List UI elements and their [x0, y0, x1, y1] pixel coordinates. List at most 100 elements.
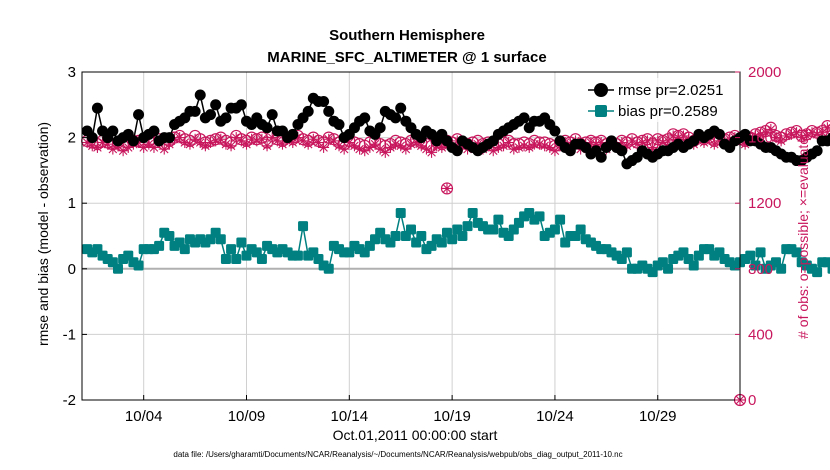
- y-axis-right-label: # of obs: o=possible; ×=evaluated: [795, 129, 811, 339]
- marks: [81, 89, 830, 407]
- data-point: [215, 234, 226, 245]
- data-point: [236, 237, 247, 248]
- data-point: [791, 247, 802, 258]
- data-point: [616, 145, 628, 157]
- data-point: [785, 128, 797, 140]
- data-point: [745, 250, 756, 261]
- data-point: [776, 263, 787, 274]
- x-tick-label: 10/19: [433, 408, 471, 425]
- y-right-tick-label: 1600: [748, 130, 781, 147]
- x-tick-label: 10/24: [536, 408, 574, 425]
- data-point: [549, 125, 561, 137]
- data-point: [251, 135, 263, 147]
- data-point: [812, 267, 823, 278]
- data-point: [359, 112, 371, 124]
- data-point: [323, 105, 335, 117]
- data-point: [163, 132, 175, 144]
- data-point: [549, 224, 560, 235]
- y-tick-label: 0: [68, 261, 76, 278]
- data-file-footnote: data file: /Users/gharamti/Documents/NCA…: [173, 450, 622, 459]
- data-point: [467, 208, 478, 219]
- y-tick-label: 1: [68, 195, 76, 212]
- data-point: [811, 145, 823, 157]
- data-point: [518, 112, 530, 124]
- x-tick-label: 10/14: [331, 408, 369, 425]
- data-point: [225, 140, 237, 152]
- chart-title: Southern Hemisphere: [329, 27, 485, 44]
- data-point: [287, 128, 299, 140]
- legend-rmse-label: rmse pr=2.0251: [618, 82, 723, 99]
- ticks: 10/04 10/09 10/14 10/19 10/24 10/29 -2 -1 0 1 2 3 0 4…: [63, 64, 782, 425]
- data-point: [447, 234, 458, 245]
- data-point: [138, 141, 150, 153]
- data-point: [780, 130, 792, 142]
- legend: rmse pr=2.0251 bias pr=0.2589: [584, 78, 734, 122]
- data-point: [220, 112, 232, 124]
- series-filled-circle: [81, 89, 830, 170]
- y-tick-label: 2: [68, 130, 76, 147]
- data-point: [231, 253, 242, 264]
- data-point: [164, 231, 175, 241]
- data-point: [667, 130, 679, 142]
- data-point: [688, 260, 699, 271]
- data-point: [549, 145, 561, 157]
- y-right-tick-label: 2000: [748, 64, 781, 81]
- data-point: [555, 214, 566, 225]
- data-point: [791, 127, 803, 139]
- data-point: [127, 135, 139, 147]
- data-point: [261, 122, 273, 134]
- y-tick-label: -1: [63, 326, 76, 343]
- data-point: [298, 221, 309, 232]
- data-point: [266, 109, 278, 121]
- data-point: [503, 137, 515, 149]
- data-point: [395, 208, 406, 219]
- data-point: [189, 105, 201, 117]
- data-point: [641, 135, 653, 147]
- data-point: [194, 137, 206, 149]
- outlier-point: [441, 182, 453, 194]
- data-point: [390, 231, 401, 241]
- data-point: [420, 143, 432, 155]
- data-point: [220, 253, 231, 264]
- data-point: [318, 96, 330, 108]
- data-point: [179, 137, 191, 149]
- data-point: [148, 141, 160, 153]
- y-axis-label: rmse and bias (model - observation): [35, 122, 51, 346]
- chart-subtitle: MARINE_SFC_ALTIMETER @ 1 surface: [267, 49, 546, 66]
- data-point: [205, 109, 217, 121]
- data-point: [154, 240, 165, 251]
- data-point: [621, 247, 632, 258]
- data-point: [338, 143, 350, 155]
- data-point: [230, 132, 242, 144]
- data-point: [493, 214, 504, 225]
- series-filled-square: [82, 208, 830, 278]
- data-point: [133, 260, 144, 271]
- data-point: [302, 105, 314, 117]
- data-point: [194, 89, 206, 101]
- data-point: [235, 99, 247, 111]
- data-point: [677, 130, 689, 142]
- legend-bias-label: bias pr=0.2589: [618, 103, 718, 120]
- data-point: [406, 224, 416, 235]
- data-point: [462, 221, 473, 232]
- data-point: [199, 140, 211, 152]
- data-point: [755, 247, 766, 258]
- data-point: [312, 137, 324, 149]
- data-point: [374, 122, 386, 134]
- data-point: [333, 118, 345, 130]
- data-point: [708, 138, 720, 150]
- legend-box: [584, 78, 734, 122]
- data-point: [405, 138, 417, 150]
- data-point: [713, 128, 725, 140]
- data-point: [487, 145, 499, 157]
- data-point: [318, 141, 330, 153]
- y-right-tick-label: 800: [748, 261, 773, 278]
- data-point: [765, 123, 777, 135]
- legend-bias-marker: [595, 105, 607, 117]
- data-point: [827, 132, 830, 143]
- y-tick-label: -2: [63, 392, 76, 409]
- data-point: [827, 263, 830, 274]
- data-point: [179, 244, 190, 255]
- data-point: [595, 151, 607, 163]
- y-right-tick-label: 0: [748, 392, 756, 409]
